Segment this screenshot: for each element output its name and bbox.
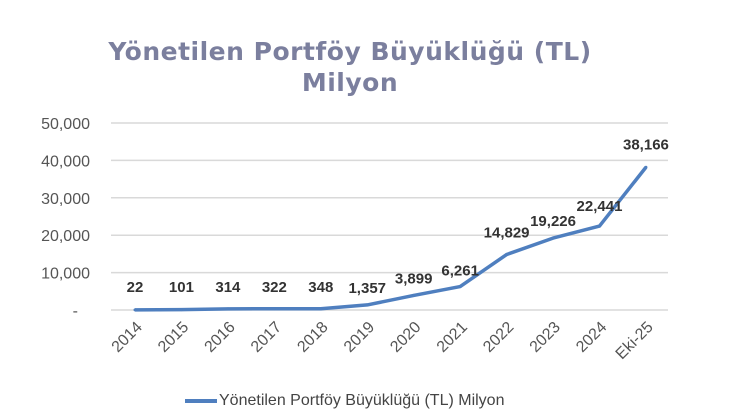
data-label: 6,261 (441, 263, 479, 280)
data-label: 38,166 (623, 136, 669, 153)
x-tick-label: Eki-25 (613, 319, 657, 363)
chart-title: Yönetilen Portföy Büyüklüğü (TL) Milyon (0, 36, 700, 98)
data-point (319, 307, 323, 311)
x-tick-label: 2015 (155, 319, 192, 356)
x-tick-label: 2021 (434, 319, 471, 356)
data-label: 314 (215, 279, 241, 296)
legend-swatch (185, 399, 217, 403)
x-tick-label: 2018 (294, 319, 331, 356)
title-line-2: Milyon (301, 68, 399, 97)
data-label: 22 (127, 279, 144, 296)
data-label: 22,441 (577, 198, 623, 215)
y-tick-label: 40,000 (41, 153, 90, 170)
data-point (644, 165, 648, 169)
data-point (272, 307, 276, 311)
x-tick-label: 2014 (109, 319, 146, 356)
legend: Yönetilen Portföy Büyüklüğü (TL) Milyon (185, 392, 504, 410)
data-label: 3,899 (395, 270, 433, 287)
x-tick-label: 2016 (202, 319, 239, 356)
data-label: 322 (262, 279, 287, 296)
series-line (134, 166, 648, 312)
data-point (598, 224, 601, 228)
data-point (551, 236, 555, 240)
y-tick-label: 10,000 (41, 266, 90, 283)
y-tick-label: - (73, 303, 78, 320)
data-point (458, 285, 462, 289)
legend-label: Yönetilen Portföy Büyüklüğü (TL) Milyon (219, 392, 505, 409)
data-point (133, 308, 137, 312)
data-label: 348 (308, 279, 333, 296)
data-point (412, 293, 416, 297)
data-label: 19,226 (530, 213, 576, 230)
y-tick-label: 30,000 (41, 191, 90, 208)
title-line-1: Yönetilen Portföy Büyüklüğü (TL) (108, 37, 592, 66)
data-label: 1,357 (348, 280, 386, 297)
data-point (226, 307, 230, 311)
x-tick-label: 2022 (480, 319, 517, 356)
x-tick-label: 2024 (573, 319, 610, 356)
x-tick-label: 2020 (387, 319, 424, 356)
y-tick-label: 50,000 (41, 116, 90, 133)
data-label: 14,829 (484, 225, 530, 242)
x-tick-label: 2019 (341, 319, 378, 356)
y-tick-label: 20,000 (41, 228, 90, 245)
data-point (179, 308, 183, 312)
x-tick-label: 2017 (248, 319, 285, 356)
data-point (505, 253, 509, 257)
data-point (365, 303, 369, 307)
x-tick-label: 2023 (527, 319, 564, 356)
data-label: 101 (169, 279, 194, 296)
